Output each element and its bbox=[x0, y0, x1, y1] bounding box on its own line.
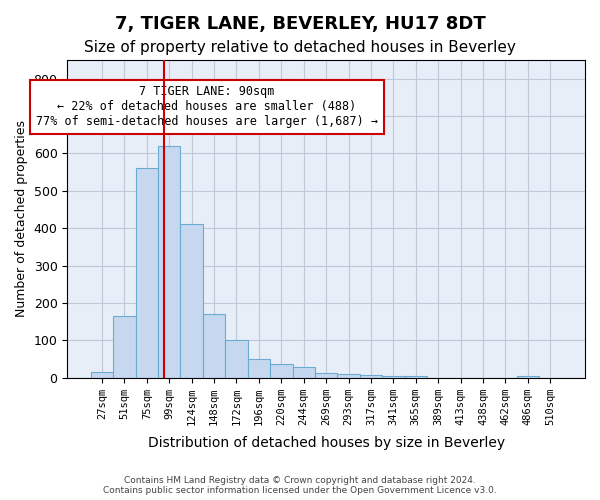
Bar bbox=[203, 314, 225, 378]
Bar bbox=[382, 376, 404, 378]
Bar bbox=[517, 376, 539, 378]
Bar bbox=[293, 367, 315, 378]
Bar bbox=[315, 373, 337, 378]
Text: 7, TIGER LANE, BEVERLEY, HU17 8DT: 7, TIGER LANE, BEVERLEY, HU17 8DT bbox=[115, 15, 485, 33]
Bar bbox=[181, 224, 203, 378]
Bar bbox=[113, 316, 136, 378]
Bar bbox=[404, 376, 427, 378]
Bar bbox=[136, 168, 158, 378]
Bar bbox=[360, 375, 382, 378]
Bar bbox=[337, 374, 360, 378]
Bar bbox=[248, 359, 270, 378]
Bar bbox=[91, 372, 113, 378]
Bar bbox=[270, 364, 293, 378]
Bar bbox=[225, 340, 248, 378]
Bar bbox=[158, 146, 181, 378]
Text: 7 TIGER LANE: 90sqm
← 22% of detached houses are smaller (488)
77% of semi-detac: 7 TIGER LANE: 90sqm ← 22% of detached ho… bbox=[36, 86, 378, 128]
X-axis label: Distribution of detached houses by size in Beverley: Distribution of detached houses by size … bbox=[148, 436, 505, 450]
Text: Contains HM Land Registry data © Crown copyright and database right 2024.
Contai: Contains HM Land Registry data © Crown c… bbox=[103, 476, 497, 495]
Text: Size of property relative to detached houses in Beverley: Size of property relative to detached ho… bbox=[84, 40, 516, 55]
Y-axis label: Number of detached properties: Number of detached properties bbox=[15, 120, 28, 318]
